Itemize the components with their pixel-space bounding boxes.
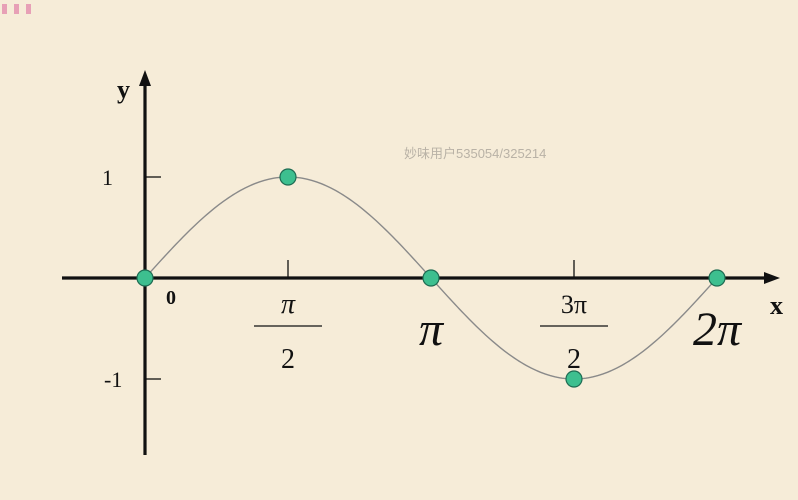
x-tick-label-denominator: 2 <box>281 344 295 375</box>
x-axis-label: x <box>770 291 783 320</box>
x-tick-label: 2π <box>693 303 743 356</box>
data-point <box>279 168 297 186</box>
data-point <box>422 269 440 287</box>
axes <box>62 70 780 455</box>
x-tick-label-numerator: 3π <box>561 290 587 319</box>
origin-label: 0 <box>166 287 176 309</box>
y-axis-label: y <box>117 75 130 104</box>
x-tick-label: π <box>419 303 445 356</box>
data-point <box>708 269 726 287</box>
y-axis-arrow <box>139 70 151 86</box>
y-tick-label: 1 <box>102 165 113 190</box>
data-point <box>565 370 583 388</box>
x-tick-label-denominator: 2 <box>567 344 581 375</box>
x-axis-arrow <box>764 272 780 284</box>
corner-mark <box>2 4 31 14</box>
y-tick-label: -1 <box>104 367 122 392</box>
points-layer <box>136 168 726 388</box>
data-point <box>136 269 154 287</box>
x-tick-label-numerator: π <box>281 289 296 320</box>
watermark: 妙味用户535054/325214 <box>404 146 547 161</box>
